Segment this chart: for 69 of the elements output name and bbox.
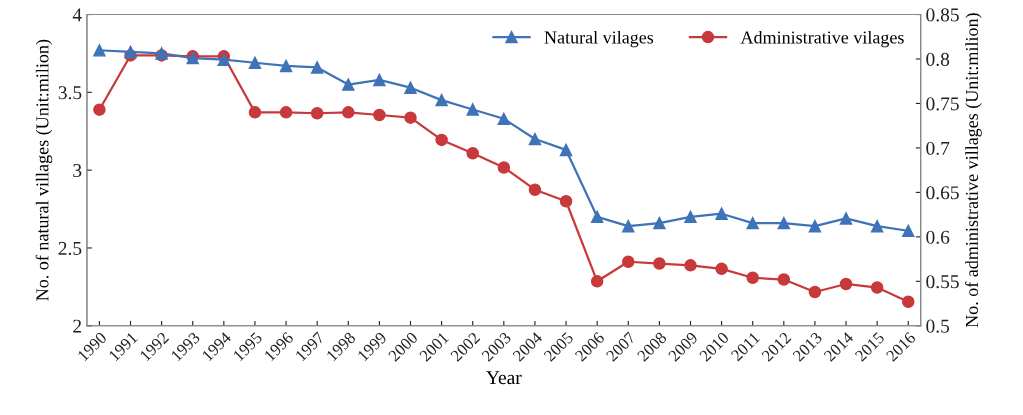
y-tick-label: 3.5 [58,86,82,100]
x-tick-label: 1993 [170,331,201,362]
point [466,147,479,160]
y2-tick-label: 0.55 [926,275,959,289]
y-tick-label: 2.5 [58,241,82,255]
y2-tick-label: 0.85 [926,8,959,22]
point [870,219,884,233]
point [124,45,137,59]
point [435,93,448,107]
point [777,216,791,230]
point [839,277,853,291]
point [404,111,417,124]
y-tick-label: 3 [73,164,82,178]
y2-tick-label: 0.65 [926,186,959,200]
x-axis-title: Year [486,371,522,385]
y2-tick-label: 0.8 [926,52,950,67]
point [684,210,697,224]
point [808,219,822,233]
point [559,195,573,208]
point [373,73,386,87]
x-tick-label: 1992 [139,331,170,362]
point [310,61,324,74]
y2-tick-label: 0.5 [926,319,950,333]
point [497,161,511,174]
point [497,112,511,126]
y-tick-label: 4 [72,8,82,22]
point [93,44,106,57]
point [342,78,355,91]
legend-label: Administrative vilages [740,30,904,48]
point [279,59,293,73]
point [902,224,915,238]
legend-label: Natural vilages [544,30,654,48]
y-tick-label: 2 [73,319,82,333]
point [684,259,697,272]
y2-tick-label: 0.7 [926,141,950,155]
y2-axis-title: No. of administrative villages (Unit:milion) [965,13,982,328]
point [715,262,728,276]
point [590,275,604,288]
x-tick-label: 1999 [357,331,388,362]
point [715,207,728,220]
point [310,106,324,120]
point [808,285,822,299]
x-tick-label: 1991 [108,331,139,362]
point [93,103,106,116]
point [746,271,759,285]
point [590,210,604,224]
point [248,106,262,119]
point [622,219,635,233]
point [777,273,791,286]
point [746,216,759,230]
y2-tick-label: 0.6 [926,230,950,244]
point [342,106,355,119]
point [622,255,635,268]
point [902,295,915,309]
y-axis-title: No. of natural villages (Unit:milion) [35,39,53,301]
point [839,212,853,225]
point [653,257,666,270]
point [559,143,573,157]
point [653,216,666,230]
point [279,106,293,119]
point [528,183,542,196]
point [248,56,262,70]
y2-tick-label: 0.75 [926,97,959,111]
point [435,133,448,147]
point [466,103,479,116]
point [404,81,417,94]
point [373,108,386,122]
point [528,132,542,146]
point [870,281,884,294]
